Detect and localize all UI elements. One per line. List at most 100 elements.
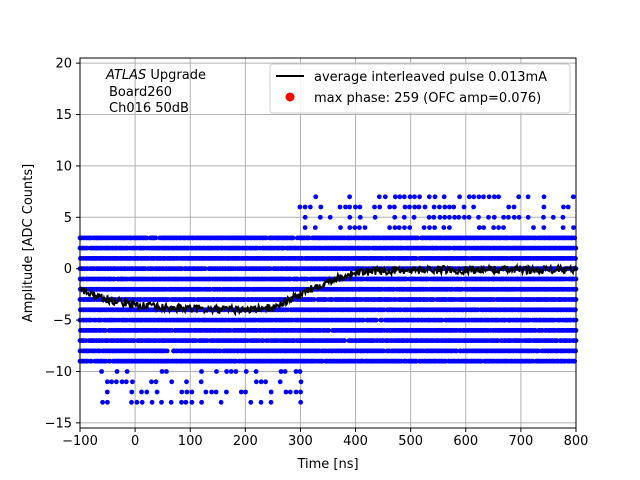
scatter-point <box>392 225 398 231</box>
scatter-point <box>501 225 506 231</box>
scatter-point <box>144 389 150 395</box>
average-pulse-line <box>79 262 577 317</box>
scatter-point <box>442 204 448 210</box>
scatter-point <box>422 204 428 210</box>
scatter-point <box>159 369 165 374</box>
scatter-point <box>114 369 120 374</box>
scatter-point <box>293 369 299 374</box>
scatter-point <box>267 266 273 272</box>
scatter-point <box>306 235 312 241</box>
scatter-point <box>179 389 185 395</box>
scatter-point <box>317 214 323 220</box>
scatter-point <box>476 194 482 200</box>
scatter-point <box>437 214 443 220</box>
scatter-point <box>347 214 353 220</box>
scatter-point <box>290 235 296 241</box>
scatter-point <box>456 214 462 220</box>
scatter-point <box>107 358 113 364</box>
scatter-point <box>357 214 363 220</box>
scatter-point <box>432 194 438 200</box>
scatter-point <box>412 204 418 210</box>
scatter-point <box>288 276 293 282</box>
scatter-point <box>312 225 318 231</box>
scatter-point <box>413 256 419 261</box>
scatter-point <box>573 307 578 313</box>
scatter-point <box>123 379 129 385</box>
scatter-point <box>565 204 571 210</box>
scatter-point <box>417 194 422 200</box>
scatter-point <box>183 399 189 405</box>
scatter-point <box>104 389 110 395</box>
scatter-point <box>491 225 496 231</box>
scatter-point <box>134 399 140 405</box>
scatter-point <box>318 204 324 210</box>
scatter-point <box>164 348 170 354</box>
y-tick-label: 0 <box>64 262 72 277</box>
scatter-point <box>491 214 497 220</box>
scatter-point <box>471 204 476 210</box>
scatter-point <box>412 194 417 200</box>
scatter-point <box>466 194 472 200</box>
scatter-point <box>168 399 174 405</box>
scatter-point <box>501 214 506 220</box>
scatter-point <box>209 389 215 395</box>
scatter-point <box>387 225 392 231</box>
scatter-point <box>531 225 536 231</box>
scatter-point <box>159 399 164 405</box>
scatter-point <box>357 225 362 231</box>
scatter-point <box>457 194 462 200</box>
scatter-point <box>130 379 135 385</box>
scatter-point <box>541 204 547 210</box>
scatter-point <box>413 358 419 364</box>
scatter-point <box>486 214 491 220</box>
scatter-point <box>392 214 398 220</box>
scatter-point <box>451 204 457 210</box>
y-tick-label: −15 <box>45 416 72 431</box>
scatter-point <box>278 369 284 374</box>
scatter-point <box>153 235 159 241</box>
scatter-point <box>198 379 204 385</box>
x-tick-label: 300 <box>288 434 313 449</box>
scatter-point <box>441 225 447 231</box>
x-axis-label: Time [ns] <box>296 457 358 472</box>
scatter-point <box>112 276 117 282</box>
scatter-point <box>263 235 269 241</box>
scatter-point <box>453 348 459 354</box>
scatter-point <box>416 204 422 210</box>
x-tick-label: 400 <box>343 434 368 449</box>
scatter-point <box>129 399 134 405</box>
scatter-point <box>298 389 303 395</box>
scatter-point <box>253 379 259 385</box>
scatter-point <box>427 225 432 231</box>
scatter-point <box>459 286 465 292</box>
scatter-series <box>77 194 579 405</box>
scatter-point <box>153 379 159 385</box>
scatter-point <box>282 369 288 374</box>
scatter-point <box>541 225 547 231</box>
scatter-point <box>442 214 448 220</box>
scatter-point <box>243 389 248 395</box>
scatter-point <box>461 214 467 220</box>
scatter-point <box>99 369 104 374</box>
scatter-point <box>447 204 452 210</box>
chart-annotation: ATLAS Upgrade Board260 Ch016 50dB <box>105 68 206 116</box>
scatter-point <box>397 194 403 200</box>
scatter-point <box>466 214 472 220</box>
scatter-point <box>401 194 407 200</box>
scatter-point <box>184 379 189 385</box>
x-axis-ticks: −100 0 100 200 300 400 500 600 700 800 <box>62 428 588 449</box>
scatter-point <box>189 389 195 395</box>
scatter-point <box>447 214 452 220</box>
scatter-point <box>373 317 379 323</box>
scatter-point <box>421 225 427 231</box>
svg-text:ATLAS Upgrade: ATLAS Upgrade <box>105 68 206 83</box>
scatter-point <box>360 317 366 323</box>
y-tick-label: 10 <box>55 159 72 174</box>
scatter-point <box>439 317 445 323</box>
scatter-point <box>149 379 154 385</box>
x-tick-label: 700 <box>508 434 533 449</box>
legend-entry-average-pulse: average interleaved pulse 0.013mA <box>314 70 547 85</box>
scatter-point <box>304 276 310 282</box>
scatter-point <box>506 214 511 220</box>
scatter-point <box>447 225 452 231</box>
